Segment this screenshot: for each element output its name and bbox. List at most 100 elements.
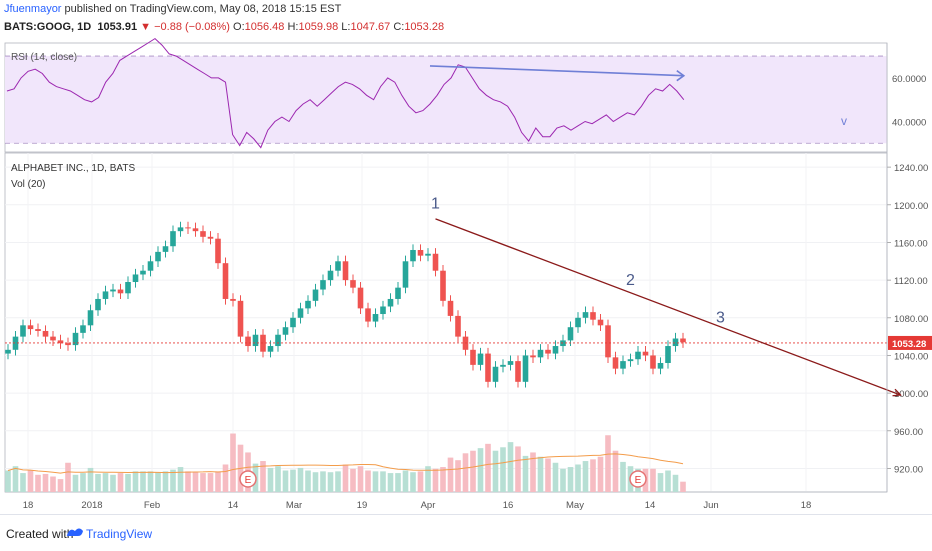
- candle: [27, 319, 34, 335]
- volume-bar: [117, 473, 124, 492]
- high-value: 1059.98: [298, 21, 339, 33]
- candle: [252, 329, 259, 352]
- candle-body: [492, 366, 499, 382]
- open-label: O:: [233, 21, 245, 33]
- candle: [50, 330, 56, 347]
- price-tick-label: 1160.00: [894, 238, 928, 249]
- price-trendline[interactable]: [435, 218, 901, 396]
- last-price-label: 1053.28: [892, 339, 926, 350]
- volume-bar: [177, 467, 184, 492]
- price-tick-label: 1040.00: [894, 351, 928, 362]
- candle: [132, 268, 139, 288]
- candle: [102, 285, 109, 305]
- volume-bar: [372, 471, 379, 492]
- candle-body: [162, 246, 169, 252]
- rsi-band: [5, 56, 887, 144]
- candle: [342, 255, 349, 286]
- chart-canvas[interactable]: RSI (14, close)60.000040.0000v1240.00120…: [0, 0, 932, 514]
- author-link[interactable]: Jfuenmayor: [4, 3, 62, 15]
- earnings-marker-icon[interactable]: [629, 470, 647, 488]
- candle: [590, 306, 596, 326]
- volume-bar: [432, 468, 439, 492]
- candle: [222, 257, 229, 305]
- volume-bar: [192, 472, 199, 492]
- volume-bar: [425, 466, 431, 492]
- price-tick-label: 1240.00: [894, 163, 928, 174]
- candle-body: [27, 325, 34, 330]
- candle-body: [192, 228, 199, 232]
- volume-bar: [515, 446, 521, 492]
- volume-bar: [5, 470, 11, 492]
- candle: [147, 255, 154, 277]
- candle: [507, 355, 514, 371]
- volume-bar: [327, 472, 334, 492]
- candle-body: [222, 263, 229, 299]
- volume-bar: [305, 470, 311, 492]
- volume-bar: [657, 473, 664, 492]
- candle: [192, 222, 199, 237]
- candle-body: [155, 251, 161, 262]
- last-price: 1053.91: [97, 21, 138, 33]
- candle: [395, 282, 401, 305]
- earnings-marker-icon[interactable]: [239, 470, 257, 488]
- candle-body: [342, 261, 349, 281]
- volume-bar: [567, 467, 574, 492]
- volume-bar: [462, 453, 469, 492]
- candle: [522, 349, 529, 388]
- candle-body: [530, 355, 536, 358]
- publish-line: Jfuenmayor published on TradingView.com,…: [4, 3, 341, 15]
- rsi-line: [6, 37, 685, 149]
- volume-bar: [485, 443, 491, 492]
- candle: [620, 355, 626, 375]
- candle-body: [305, 300, 311, 309]
- volume-bar: [672, 474, 679, 492]
- candle: [515, 355, 521, 388]
- candle-body: [252, 334, 259, 347]
- candle-body: [537, 349, 544, 358]
- volume-bar: [612, 450, 619, 492]
- candle: [447, 295, 454, 322]
- candle-body: [357, 287, 364, 309]
- down-arrow-icon: ▼: [140, 21, 152, 33]
- volume-bar: [312, 472, 319, 492]
- candle: [605, 319, 611, 363]
- candle-body: [5, 349, 11, 354]
- candle-body: [290, 317, 296, 328]
- candle-body: [245, 336, 251, 347]
- candle-body: [42, 330, 49, 337]
- rsi-annotation: v: [841, 114, 847, 128]
- candle: [680, 332, 686, 348]
- volume-bar: [395, 473, 401, 492]
- tradingview-brand[interactable]: TradingView: [86, 527, 153, 541]
- candle: [672, 332, 679, 352]
- time-tick-label: 18: [801, 500, 812, 511]
- volume-bar: [72, 474, 79, 492]
- candle: [387, 293, 394, 313]
- candle-body: [402, 261, 409, 288]
- volume-bar: [500, 447, 506, 492]
- candle-body: [387, 298, 394, 307]
- price-pane[interactable]: [4, 152, 888, 493]
- volume-bar: [147, 471, 154, 492]
- candle-body: [620, 361, 626, 369]
- price-tick-label: 1120.00: [894, 276, 928, 287]
- volume-bar: [215, 471, 221, 492]
- candle-body: [95, 298, 101, 311]
- volume-bar: [387, 473, 394, 492]
- rsi-trendline[interactable]: [429, 65, 684, 77]
- volume-bar: [417, 471, 424, 492]
- volume-bar: [275, 466, 281, 492]
- volume-ma-line: [7, 453, 684, 474]
- volume-bar: [402, 470, 409, 492]
- volume-bar: [342, 464, 349, 492]
- volume-bar: [365, 470, 371, 492]
- candle: [425, 248, 431, 262]
- candle: [552, 340, 559, 360]
- candle-body: [320, 280, 326, 290]
- candle: [42, 325, 49, 343]
- candle: [485, 347, 491, 388]
- candle-body: [132, 274, 139, 283]
- candle: [312, 283, 319, 307]
- candle-body: [447, 300, 454, 316]
- volume-bar: [492, 450, 499, 492]
